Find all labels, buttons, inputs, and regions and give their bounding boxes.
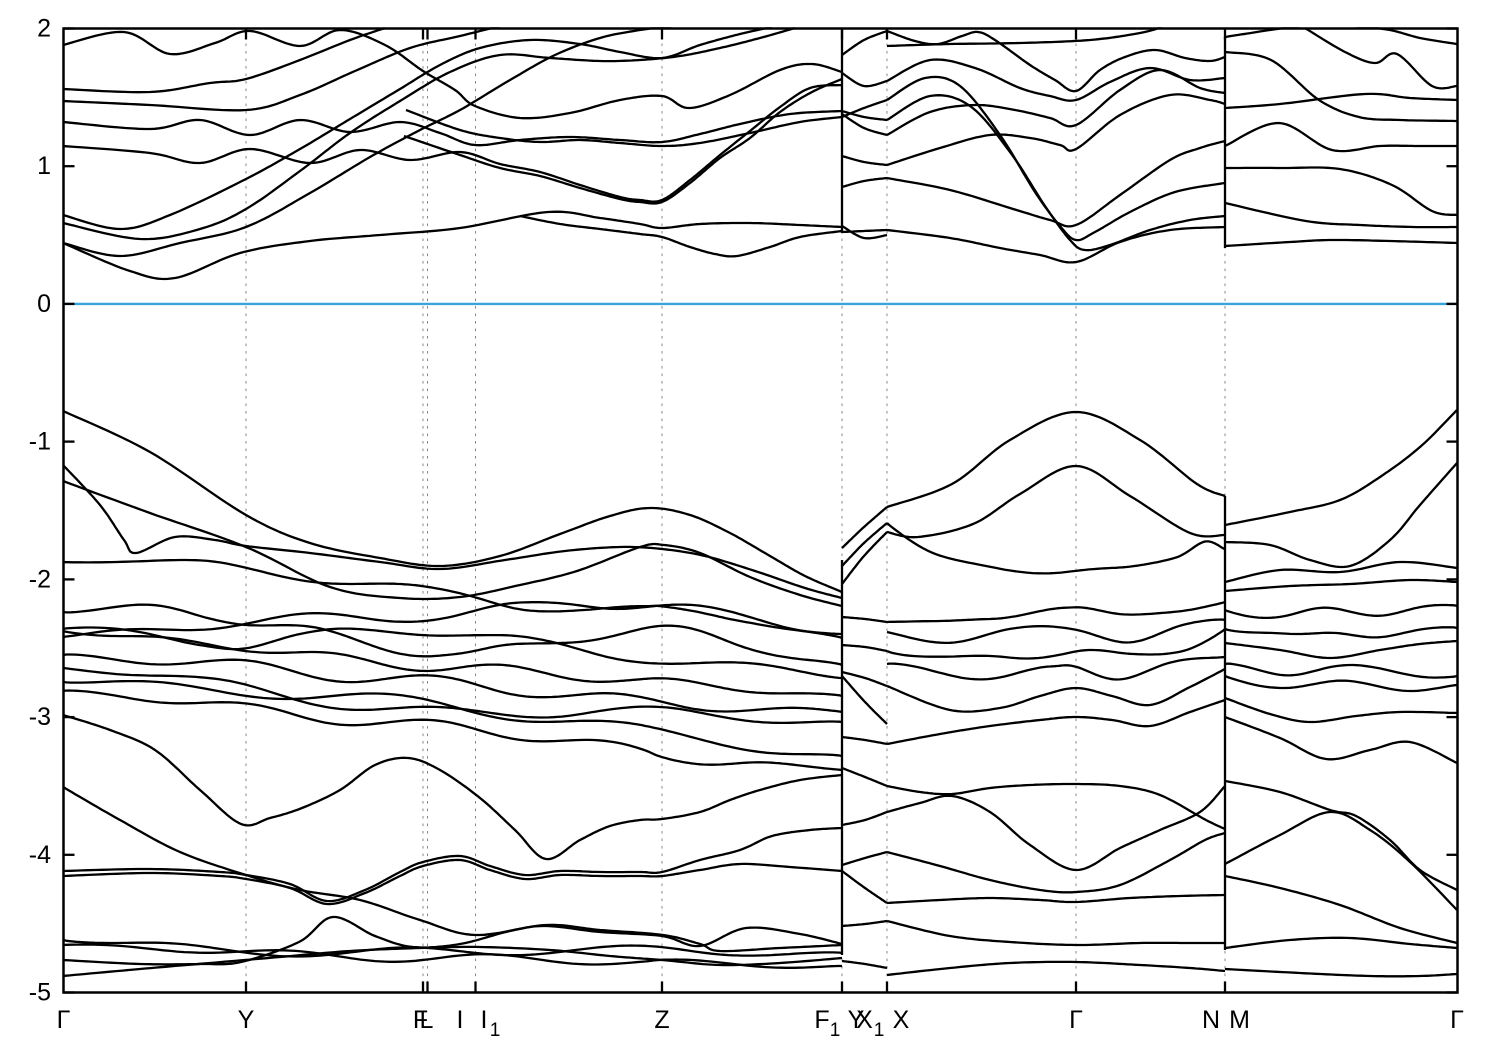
svg-text:0: 0: [37, 290, 51, 318]
svg-text:X: X: [856, 1006, 873, 1034]
svg-text:L: L: [420, 1006, 434, 1034]
svg-text:-5: -5: [29, 979, 51, 1007]
svg-text:M: M: [1229, 1006, 1250, 1034]
svg-text:-4: -4: [29, 841, 51, 869]
svg-text:Z: Z: [654, 1006, 669, 1034]
svg-text:1: 1: [830, 1020, 841, 1041]
svg-text:1: 1: [490, 1020, 501, 1041]
svg-text:-1: -1: [29, 428, 51, 456]
svg-text:Γ: Γ: [57, 1006, 71, 1034]
svg-text:F: F: [814, 1006, 829, 1034]
svg-text:Y: Y: [848, 1006, 865, 1034]
svg-text:1: 1: [874, 1020, 885, 1041]
svg-text:-2: -2: [29, 565, 51, 593]
svg-text:Y: Y: [238, 1006, 255, 1034]
svg-text:Γ: Γ: [1069, 1006, 1083, 1034]
svg-text:N: N: [1202, 1006, 1220, 1034]
svg-text:Γ: Γ: [1450, 1006, 1464, 1034]
svg-text:-3: -3: [29, 703, 51, 731]
svg-text:I: I: [457, 1006, 464, 1034]
svg-text:I: I: [481, 1006, 488, 1034]
svg-text:F: F: [413, 1006, 428, 1034]
svg-text:X: X: [893, 1006, 910, 1034]
svg-text:2: 2: [37, 15, 51, 43]
svg-text:1: 1: [37, 152, 51, 180]
